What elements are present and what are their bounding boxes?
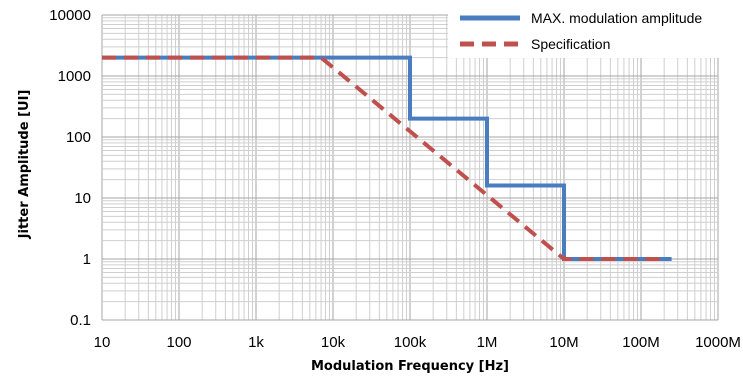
y-tick-label: 10000 [49, 7, 91, 24]
y-tick-label: 10 [74, 190, 91, 207]
legend-label-max: MAX. modulation amplitude [531, 10, 702, 26]
x-tick-label: 100M [622, 334, 660, 351]
x-tick-label: 10 [94, 334, 111, 351]
x-tick-label: 1000M [695, 334, 741, 351]
x-tick-label: 1k [248, 334, 264, 351]
y-tick-label: 1 [83, 251, 91, 268]
grid-lines [101, 14, 719, 321]
y-axis-title: Jitter Amplitude [UI] [17, 90, 32, 240]
x-tick-label: 1M [477, 334, 498, 351]
series-line-max-modulation [102, 55, 672, 261]
x-tick-label: 100 [166, 334, 191, 351]
y-tick-label: 1000 [58, 68, 91, 85]
legend: MAX. modulation amplitude Specification [448, 4, 732, 58]
x-tick-label: 10k [321, 334, 346, 351]
axis-tick-labels: 10 100 1k 10k 100k 1M 10M 100M 1000M100001000100… [49, 7, 741, 351]
y-tick-label: 0.1 [70, 312, 91, 329]
legend-label-spec: Specification [531, 36, 610, 52]
x-tick-label: 10M [549, 334, 578, 351]
series-layer [102, 55, 672, 261]
legend-background [448, 4, 732, 58]
x-axis-title: Modulation Frequency [Hz] [311, 359, 509, 374]
y-tick-label: 100 [66, 129, 91, 146]
series-line-specification [102, 55, 665, 261]
x-tick-label: 100k [394, 334, 427, 351]
